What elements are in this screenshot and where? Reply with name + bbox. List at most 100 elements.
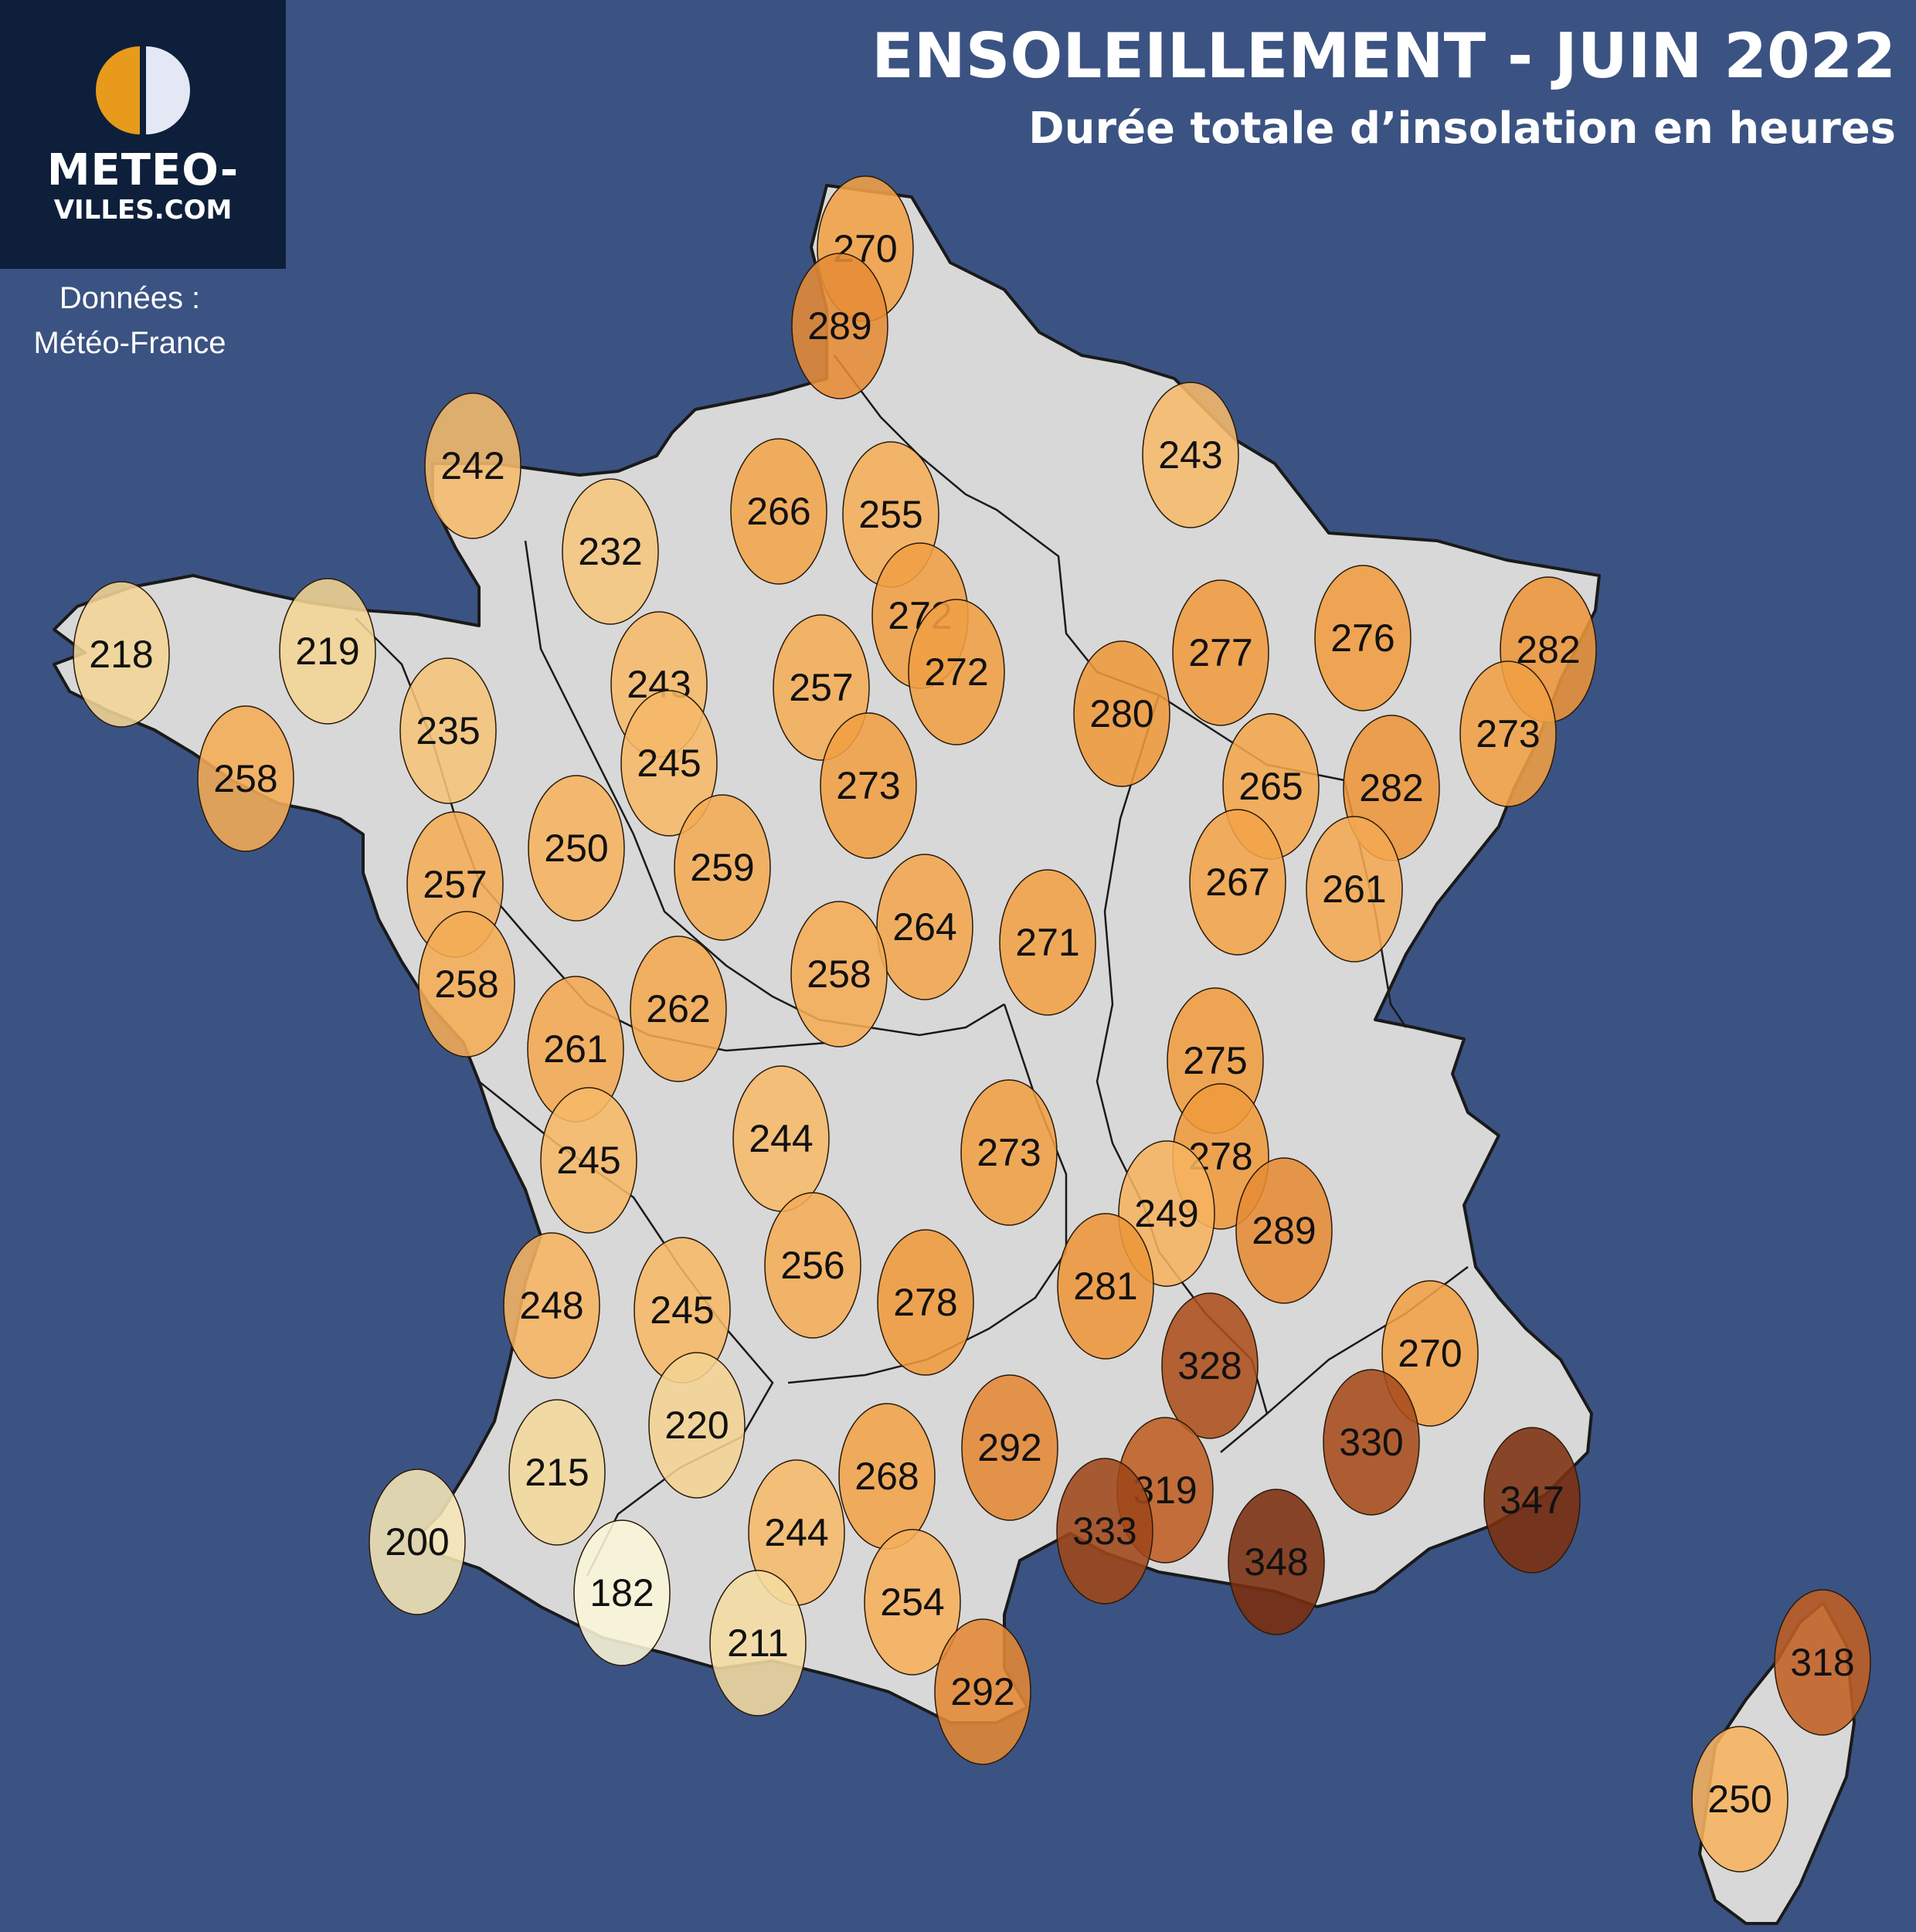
- station-value-label: 219: [295, 630, 359, 673]
- station-value-label: 272: [924, 650, 988, 694]
- station-bubble: [1235, 1157, 1333, 1304]
- station-bourges: 258: [790, 901, 888, 1047]
- station-bubble: [1056, 1458, 1153, 1604]
- station-value-label: 257: [423, 863, 487, 906]
- station-value-label: 261: [1322, 868, 1386, 911]
- station-value-label: 348: [1244, 1540, 1308, 1584]
- station-value-label: 250: [1707, 1778, 1772, 1821]
- station-value-label: 245: [650, 1289, 714, 1332]
- station-value-label: 347: [1500, 1479, 1564, 1522]
- station-value-label: 267: [1205, 861, 1269, 904]
- station-value-label: 256: [780, 1244, 844, 1287]
- station-value-label: 328: [1177, 1344, 1242, 1387]
- station-value-label: 255: [858, 493, 922, 536]
- station-value-label: 248: [519, 1284, 583, 1327]
- station-bubble: [1314, 565, 1412, 711]
- station-value-label: 292: [950, 1670, 1014, 1713]
- station-value-label: 275: [1183, 1039, 1247, 1082]
- station-bubble: [503, 1232, 600, 1379]
- station-value-label: 218: [89, 633, 153, 676]
- station-value-label: 242: [440, 444, 504, 487]
- station-value-label: 235: [416, 709, 480, 752]
- station-pau: 182: [573, 1519, 671, 1666]
- station-dijon: 267: [1189, 809, 1286, 956]
- station-bubble: [961, 1374, 1058, 1521]
- station-digne: 330: [1323, 1369, 1420, 1516]
- station-clermont: 273: [960, 1079, 1058, 1226]
- station-bubble: [1161, 1292, 1259, 1439]
- station-le-puy: 281: [1057, 1213, 1154, 1360]
- station-reims: 280: [1073, 640, 1170, 787]
- station-poitiers: 262: [630, 935, 727, 1082]
- station-gap: 270: [1381, 1280, 1479, 1427]
- station-bubble: [528, 775, 625, 922]
- station-tulle: 256: [764, 1192, 861, 1339]
- station-nice: 347: [1483, 1427, 1581, 1574]
- station-limoges: 244: [732, 1065, 830, 1212]
- station-bubble: [630, 935, 727, 1082]
- station-value-label: 220: [664, 1404, 729, 1447]
- station-value-label: 244: [764, 1511, 828, 1554]
- station-paris-east: 272: [908, 599, 1005, 745]
- station-value-label: 262: [646, 987, 710, 1031]
- station-bastia: 318: [1774, 1589, 1871, 1736]
- station-value-label: 249: [1134, 1192, 1198, 1235]
- station-bubble: [424, 392, 521, 539]
- map-subtitle: Durée totale d’insolation en heures: [1028, 104, 1896, 154]
- station-colmar: 273: [1459, 660, 1557, 807]
- station-montpellier: 333: [1056, 1458, 1153, 1604]
- station-bubble: [1459, 660, 1557, 807]
- station-value-label: 211: [727, 1621, 789, 1665]
- station-value-label: 270: [1398, 1332, 1462, 1375]
- station-bubble: [369, 1469, 466, 1615]
- station-caen: 232: [562, 478, 659, 625]
- station-besancon: 261: [1306, 816, 1403, 963]
- station-value-label: 243: [1158, 433, 1222, 477]
- station-biarritz: 200: [369, 1469, 466, 1615]
- station-bubble: [999, 869, 1096, 1016]
- station-value-label: 271: [1015, 921, 1079, 964]
- station-bubble: [960, 1079, 1058, 1226]
- station-value-label: 258: [213, 757, 277, 800]
- station-value-label: 258: [434, 963, 498, 1006]
- station-value-label: 277: [1188, 631, 1252, 674]
- station-bubble: [73, 581, 170, 728]
- station-bubble: [674, 794, 771, 941]
- station-value-label: 215: [525, 1451, 589, 1494]
- station-bubble: [790, 901, 888, 1047]
- station-bubble: [1691, 1726, 1789, 1873]
- station-mont-de-marsan: 215: [508, 1399, 606, 1546]
- station-bubble: [399, 657, 497, 804]
- station-montelimar: 328: [1161, 1292, 1259, 1439]
- station-value-label: 273: [1476, 712, 1540, 755]
- station-value-label: 244: [749, 1117, 813, 1160]
- station-bubble: [197, 705, 294, 852]
- station-value-label: 254: [880, 1581, 944, 1624]
- station-value-label: 273: [977, 1131, 1041, 1174]
- station-tours: 259: [674, 794, 771, 941]
- station-aurillac: 278: [877, 1229, 974, 1376]
- station-bubble: [648, 1352, 746, 1499]
- station-bubble: [864, 1529, 961, 1676]
- station-value-label: 282: [1359, 766, 1423, 810]
- station-bubble: [876, 854, 973, 1000]
- station-value-label: 200: [385, 1520, 449, 1564]
- station-bubble: [418, 911, 515, 1058]
- station-value-label: 245: [637, 742, 701, 785]
- station-agen: 220: [648, 1352, 746, 1499]
- station-toulouse: 244: [748, 1459, 845, 1606]
- station-value-label: 330: [1339, 1421, 1403, 1464]
- station-value-label: 289: [807, 304, 871, 348]
- station-nancy: 276: [1314, 565, 1412, 711]
- station-value-label: 273: [836, 764, 900, 807]
- station-la-roche: 258: [418, 911, 515, 1058]
- station-value-label: 276: [1330, 616, 1395, 660]
- station-value-label: 259: [690, 846, 754, 889]
- station-bubble: [573, 1519, 671, 1666]
- station-bubble: [908, 599, 1005, 745]
- station-bordeaux: 248: [503, 1232, 600, 1379]
- station-bubble: [1172, 579, 1269, 726]
- station-bubble: [1483, 1427, 1581, 1574]
- brand-name-line-2: VILLES.COM: [53, 195, 233, 226]
